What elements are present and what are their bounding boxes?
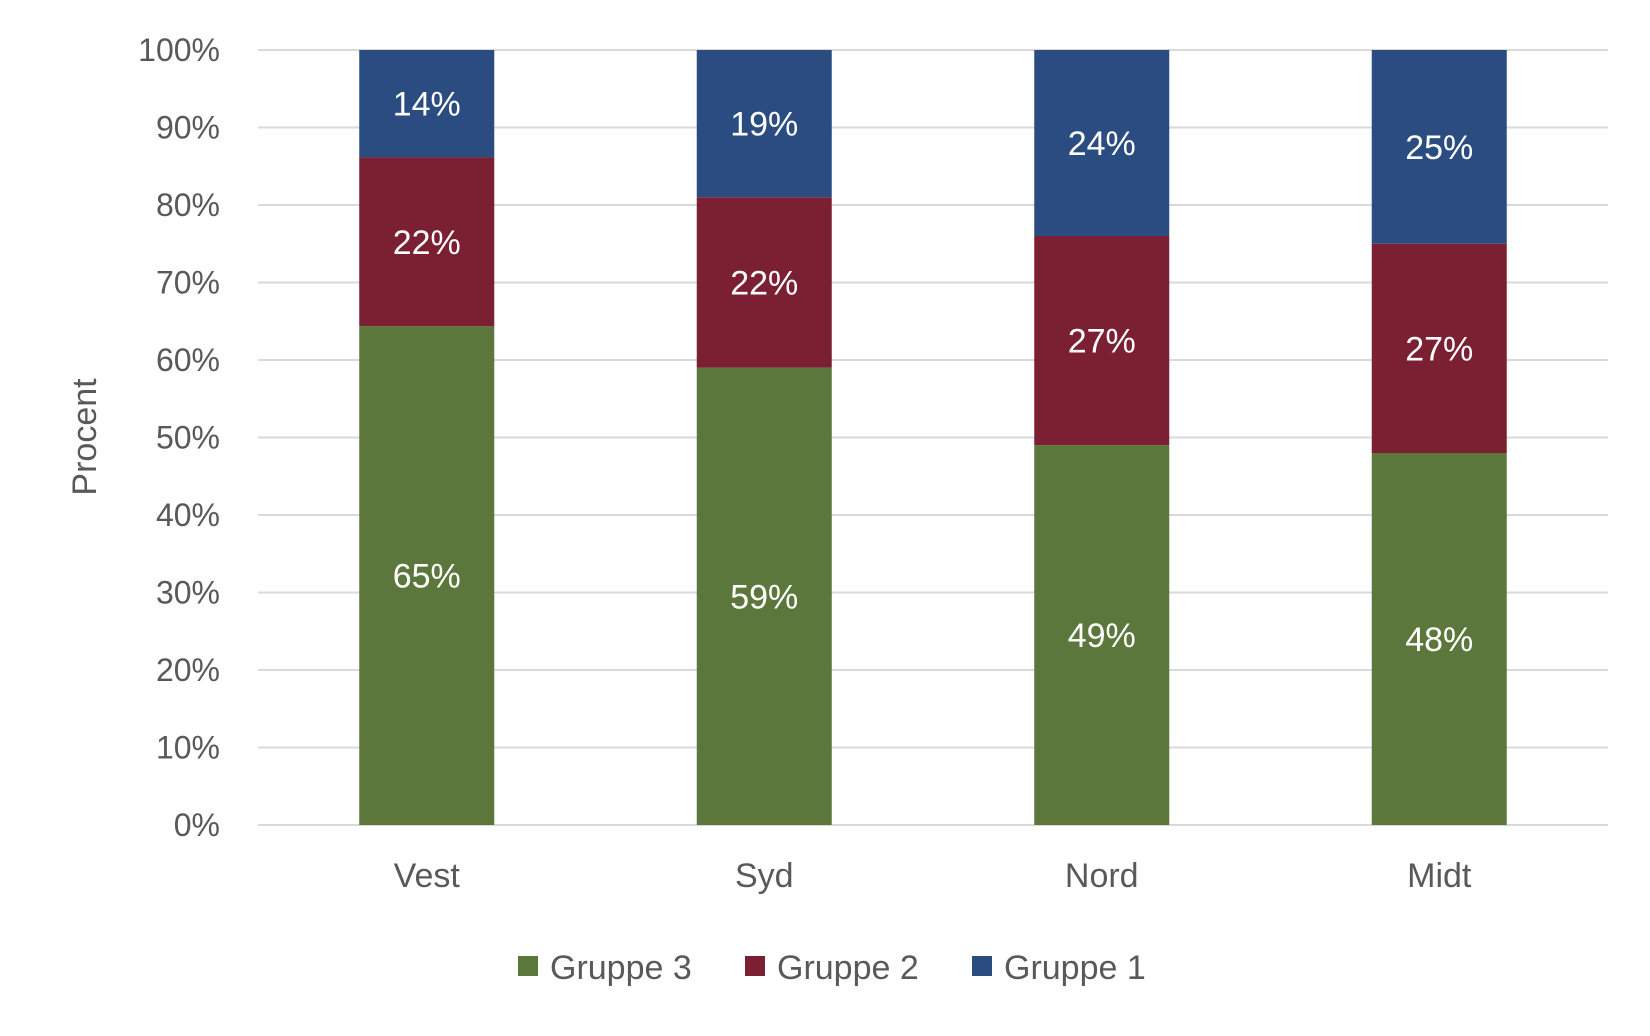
data-label: 27% [1068, 323, 1136, 361]
x-category-label: Nord [1065, 857, 1139, 895]
y-tick-label: 30% [156, 575, 220, 611]
bar-segment [359, 326, 495, 825]
data-label: 22% [730, 265, 798, 303]
bar-segment [1034, 50, 1170, 236]
legend: Gruppe 3 Gruppe 2 Gruppe 1 [518, 949, 1146, 987]
y-axis-ticks: 0% 10% 20% 30% 40% 50% 60% 70% 80% 90% 100% [138, 32, 220, 843]
bars [359, 50, 1507, 825]
legend-swatch [745, 956, 765, 976]
legend-label: Gruppe 3 [550, 949, 692, 987]
legend-item: Gruppe 1 [972, 949, 1146, 987]
x-axis-categories: Vest Syd Nord Midt [394, 857, 1472, 895]
data-label: 59% [730, 578, 798, 616]
data-label: 25% [1405, 129, 1473, 167]
data-label: 49% [1068, 617, 1136, 655]
data-label: 65% [393, 558, 461, 596]
y-tick-label: 90% [156, 110, 220, 146]
y-tick-label: 100% [138, 32, 220, 68]
data-label: 48% [1405, 621, 1473, 659]
legend-label: Gruppe 1 [1004, 949, 1146, 987]
bar-segment [1034, 236, 1170, 446]
bar-segment [696, 367, 832, 825]
x-category-label: Vest [394, 857, 461, 895]
data-label: 24% [1068, 125, 1136, 163]
y-tick-label: 0% [174, 807, 220, 843]
y-tick-label: 20% [156, 652, 220, 688]
bar-segment [696, 197, 832, 368]
x-category-label: Syd [735, 857, 794, 895]
data-label: 27% [1405, 330, 1473, 368]
data-labels: 65% 22% 14% 59% 22% 19% 49% 27% 24% 48% 27% 25% [393, 86, 1474, 659]
bar-segment [359, 157, 495, 327]
x-category-label: Midt [1407, 857, 1472, 895]
y-axis-title: Procent [66, 378, 104, 496]
y-tick-label: 70% [156, 265, 220, 301]
legend-item: Gruppe 2 [745, 949, 919, 987]
y-tick-label: 10% [156, 730, 220, 766]
bar-segment [359, 50, 495, 158]
y-tick-label: 40% [156, 497, 220, 533]
bar-segment [696, 50, 832, 198]
y-tick-label: 80% [156, 187, 220, 223]
legend-label: Gruppe 2 [777, 949, 919, 987]
legend-swatch [972, 956, 992, 976]
data-label: 22% [393, 224, 461, 262]
data-label: 19% [730, 106, 798, 144]
legend-item: Gruppe 3 [518, 949, 692, 987]
bar-segment [1371, 50, 1507, 244]
y-tick-label: 50% [156, 420, 220, 456]
bar-segment [1034, 445, 1170, 825]
y-tick-label: 60% [156, 342, 220, 378]
data-label: 14% [393, 86, 461, 124]
bar-segment [1371, 243, 1507, 453]
bar-segment [1371, 453, 1507, 825]
legend-swatch [518, 956, 538, 976]
